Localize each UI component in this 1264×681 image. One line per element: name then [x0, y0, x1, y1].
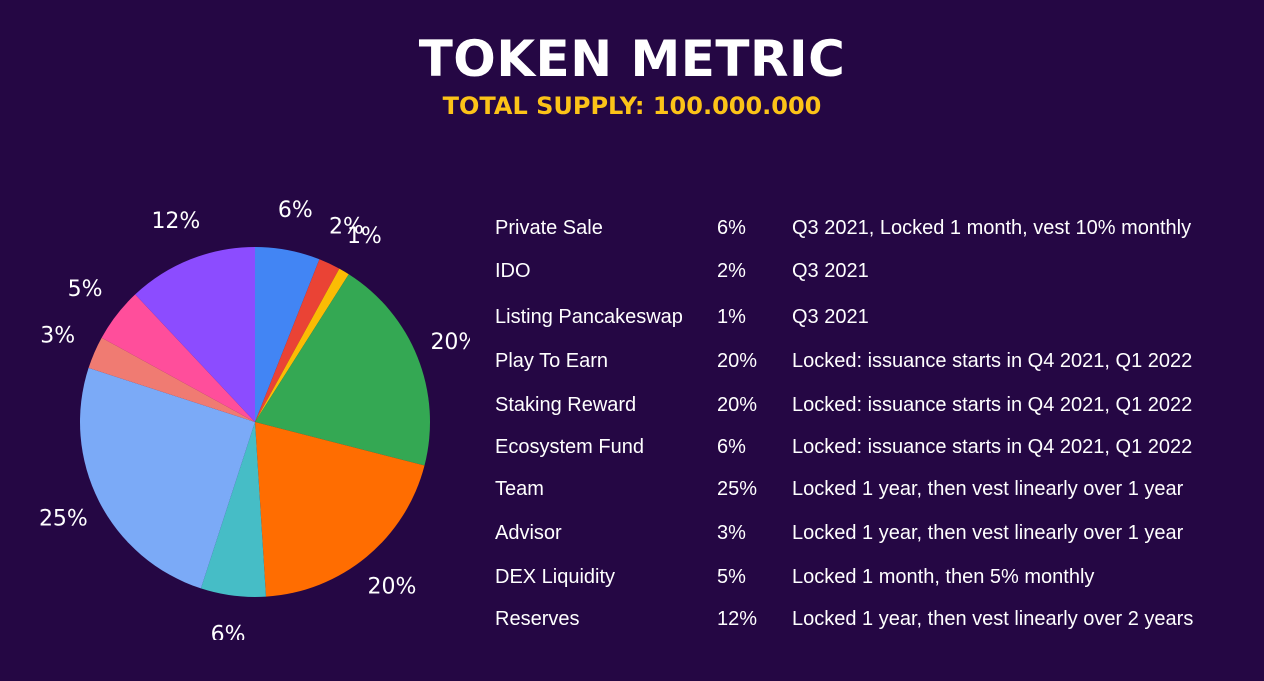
pie-slice	[255, 422, 425, 597]
allocation-percent: 20%	[717, 350, 758, 372]
pie-slice-label: 6%	[278, 200, 313, 223]
allocation-percent: 2%	[717, 260, 746, 282]
allocation-name: Play To Earn	[495, 350, 609, 372]
pie-slice-label: 20%	[368, 575, 417, 600]
pie-slice	[255, 268, 349, 422]
allocation-description: Locked 1 year, then vest linearly over 1…	[792, 522, 1184, 544]
total-supply: TOTAL SUPPLY: 100.000.000	[442, 92, 822, 120]
pie-slice	[200, 422, 266, 597]
pie-slice-label: 1%	[347, 224, 382, 249]
pie-slice-label: 25%	[39, 507, 88, 532]
pie-slice	[255, 247, 320, 422]
allocation-percent: 1%	[717, 306, 746, 328]
pie-slice-label: 5%	[68, 277, 103, 302]
allocation-percent: 25%	[717, 478, 758, 500]
allocation-name: IDO	[495, 260, 531, 282]
pie-slice	[255, 274, 430, 466]
allocation-percent: 3%	[717, 522, 746, 544]
pie-slice	[101, 294, 256, 422]
allocation-description: Q3 2021	[792, 260, 869, 282]
allocation-pie-chart: 6% 2%1% 20% 20% 6% 25% 3% 5% 12%	[39, 200, 470, 640]
allocation-name: Reserves	[495, 608, 580, 630]
allocation-description: Q3 2021	[792, 306, 869, 328]
allocation-percent: 6%	[717, 217, 746, 239]
allocation-name: DEX Liquidity	[495, 566, 616, 588]
pie-slice	[135, 247, 255, 422]
allocation-description: Locked: issuance starts in Q4 2021, Q1 2…	[792, 436, 1193, 458]
allocation-description: Locked 1 year, then vest linearly over 1…	[792, 478, 1184, 500]
allocation-percent: 12%	[717, 608, 758, 630]
page-title: TOKEN METRIC	[418, 30, 846, 88]
pie-slice	[255, 259, 340, 422]
allocation-name: Ecosystem Fund	[495, 436, 644, 458]
pie-slice-label: 3%	[40, 324, 75, 349]
allocation-description: Q3 2021, Locked 1 month, vest 10% monthl…	[792, 217, 1192, 239]
pie-slice-label: 12%	[151, 209, 200, 234]
allocation-name: Staking Reward	[495, 394, 637, 416]
allocation-description: Locked 1 month, then 5% monthly	[792, 566, 1095, 588]
allocation-description: Locked 1 year, then vest linearly over 2…	[792, 608, 1194, 630]
allocation-name: Advisor	[495, 522, 562, 544]
pie-slice-label: 20%	[430, 330, 470, 355]
pie-slice-label: 6%	[211, 622, 246, 640]
pie-slice	[80, 367, 255, 589]
pie-slice-label: 2%	[329, 215, 364, 240]
pie-slice	[88, 337, 255, 422]
allocation-name: Listing Pancakeswap	[495, 306, 683, 328]
allocation-description: Locked: issuance starts in Q4 2021, Q1 2…	[792, 350, 1193, 372]
allocation-percent: 5%	[717, 566, 746, 588]
allocation-name: Team	[495, 478, 544, 500]
allocation-percent: 20%	[717, 394, 758, 416]
allocation-description: Locked: issuance starts in Q4 2021, Q1 2…	[792, 394, 1193, 416]
allocation-name: Private Sale	[495, 217, 603, 239]
allocation-percent: 6%	[717, 436, 746, 458]
